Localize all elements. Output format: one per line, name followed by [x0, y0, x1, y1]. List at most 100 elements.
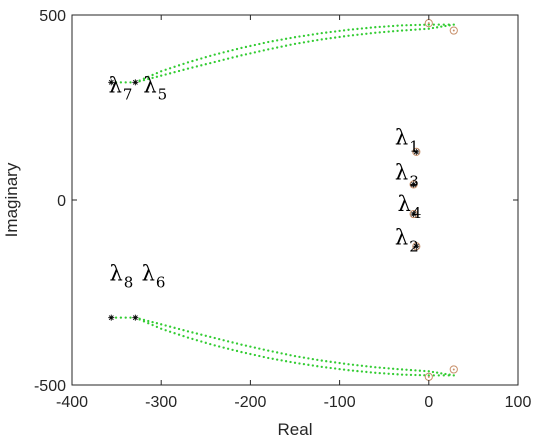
locus-point — [370, 366, 372, 368]
locus-point — [222, 51, 224, 53]
locus-point — [236, 48, 238, 50]
locus-point — [165, 69, 167, 71]
locus-point — [280, 359, 282, 361]
locus-point — [209, 336, 211, 338]
x-tick-label: -400 — [56, 394, 88, 411]
locus-point — [182, 63, 184, 65]
locus-point — [298, 356, 300, 358]
locus-point — [178, 334, 180, 336]
locus-point — [236, 55, 238, 57]
locus-point — [321, 32, 323, 34]
locus-point — [432, 27, 434, 29]
locus-point — [227, 348, 229, 350]
locus-point — [414, 369, 416, 371]
locus-point — [388, 367, 390, 369]
locus-point — [280, 45, 282, 47]
locus-point — [440, 26, 442, 28]
locus-point — [200, 340, 202, 342]
locus-point — [272, 40, 274, 42]
locus-point — [151, 324, 153, 326]
locus-point — [312, 40, 314, 42]
locus-point — [272, 350, 274, 352]
locus-point — [388, 31, 390, 33]
locus-point — [289, 44, 291, 46]
locus-point — [419, 374, 421, 376]
locus-point — [191, 66, 193, 68]
locus-point — [240, 351, 242, 353]
y-tick-label: 0 — [57, 193, 66, 210]
locus-point — [352, 369, 354, 371]
locus-point — [263, 42, 265, 44]
locus-point — [370, 32, 372, 34]
locus-point — [267, 349, 269, 351]
locus-point — [436, 372, 438, 374]
locus-point — [444, 373, 446, 375]
locus-point — [263, 356, 265, 358]
locus-point — [245, 345, 247, 347]
locus-point — [338, 36, 340, 38]
locus-point — [379, 31, 381, 33]
locus-point — [428, 28, 430, 30]
locus-point — [249, 353, 251, 355]
locus-point — [374, 372, 376, 374]
locus-point — [289, 361, 291, 363]
locus-point — [448, 374, 450, 376]
locus-point — [258, 355, 260, 357]
locus-point — [165, 329, 167, 331]
x-tick-label: 0 — [424, 394, 433, 411]
locus-point — [334, 30, 336, 32]
locus-point — [214, 337, 216, 339]
locus-point — [285, 38, 287, 40]
locus-point — [254, 354, 256, 356]
locus-point — [361, 27, 363, 29]
locus-point — [414, 24, 416, 26]
locus-point — [200, 334, 202, 336]
locus-point — [298, 42, 300, 44]
locus-point — [245, 46, 247, 48]
locus-point — [312, 33, 314, 35]
locus-point — [330, 37, 332, 39]
locus-point — [294, 355, 296, 357]
locus-point — [414, 28, 416, 30]
locus-point — [160, 70, 162, 72]
y-tick-label: 500 — [39, 8, 66, 25]
locus-point — [423, 28, 425, 30]
locus-point — [410, 374, 412, 376]
locus-point — [289, 354, 291, 356]
locus-point — [419, 24, 421, 26]
locus-point — [160, 323, 162, 325]
locus-point — [240, 47, 242, 49]
locus-point — [205, 342, 207, 344]
end-marker-dot — [428, 376, 430, 378]
locus-point — [222, 339, 224, 341]
locus-point — [267, 357, 269, 359]
locus-point — [401, 368, 403, 370]
locus-point — [227, 340, 229, 342]
locus-point — [379, 372, 381, 374]
locus-point — [433, 23, 435, 25]
locus-point — [338, 362, 340, 364]
locus-point — [401, 24, 403, 26]
locus-point — [182, 329, 184, 331]
locus-point — [178, 64, 180, 66]
locus-point — [187, 336, 189, 338]
locus-point — [236, 342, 238, 344]
locus-point — [214, 53, 216, 55]
locus-point — [143, 319, 145, 321]
locus-point — [209, 55, 211, 57]
locus-point — [169, 331, 171, 333]
locus-point — [147, 322, 149, 324]
locus-point — [263, 348, 265, 350]
locus-point — [285, 45, 287, 47]
locus-point — [236, 350, 238, 352]
locus-point — [334, 361, 336, 363]
locus-point — [196, 65, 198, 67]
locus-point — [338, 30, 340, 32]
locus-point — [289, 37, 291, 39]
locus-point — [267, 48, 269, 50]
locus-point — [343, 368, 345, 370]
locus-point — [196, 59, 198, 61]
locus-point — [218, 345, 220, 347]
locus-point — [254, 51, 256, 53]
locus-point — [280, 352, 282, 354]
